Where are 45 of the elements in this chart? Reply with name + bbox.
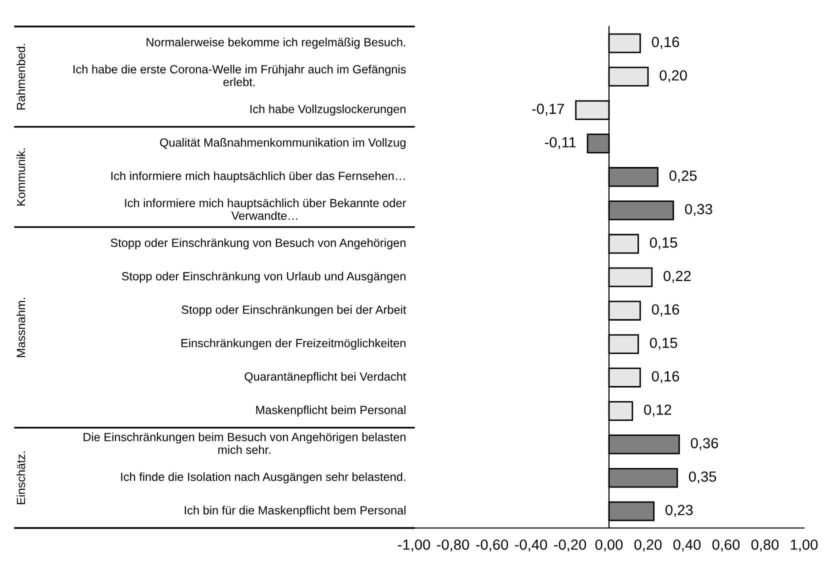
x-tick-label: -0,20 <box>554 539 586 552</box>
x-tick-label: 0,40 <box>673 539 701 552</box>
y-tick-label: Die Einschränkungen beim Besuch von Angehörigen belasten mich sehr. <box>84 432 406 454</box>
data-label: 0,25 <box>669 170 697 183</box>
x-tick-label: 0,80 <box>751 539 779 552</box>
y-tick-label: Ich habe die erste Corona-Welle im Frühjahr auch im Gefängnis erlebt. <box>74 64 406 86</box>
data-label: 0,16 <box>652 371 680 384</box>
x-tick-label: 1,00 <box>790 539 818 552</box>
y-tick-label: Ich finde die Isolation nach Ausgängen sehr belastend. <box>121 472 406 484</box>
y-tick-label: Stopp oder Einschränkung von Urlaub und Ausgängen <box>122 272 406 283</box>
text: Rahmenbed. <box>16 44 26 110</box>
y-tick-label: Stopp oder Einschränkungen bei der Arbeit <box>182 305 406 316</box>
y-tick-label: Qualität Maßnahmenkommunikation im Vollzug <box>160 138 406 150</box>
y-tick-label: Ich bin für die Maskenpflicht bem Personal <box>184 506 406 517</box>
data-label: 0,20 <box>660 70 687 82</box>
y-tick-label: Maskenpflicht beim Personal <box>256 405 406 416</box>
x-tick-label: 0,20 <box>634 539 662 552</box>
data-label: 0,15 <box>650 237 678 250</box>
y-tick-label: Quarantänepflicht bei Verdacht <box>244 372 406 384</box>
data-label: -0,11 <box>544 137 576 150</box>
x-tick-label: 0,60 <box>712 539 740 552</box>
x-tick-label: -0,60 <box>476 539 508 552</box>
data-label: 0,16 <box>652 36 680 49</box>
text: Massnahm. <box>16 298 26 357</box>
text: Kommunik. <box>16 148 26 206</box>
data-label: 0,12 <box>644 404 672 417</box>
y-tick-label: Ich habe Vollzugslockerungen <box>250 104 406 116</box>
y-tick-label: Normalerweise bekomme ich regelmäßig Besuch. <box>146 38 406 49</box>
x-tick-label: 0,00 <box>595 539 623 552</box>
x-tick-label: -0,80 <box>437 539 470 552</box>
data-label: 0,33 <box>685 204 712 216</box>
text: Einschätz. <box>16 452 26 504</box>
y-tick-label: Stopp oder Einschränkung von Besuch von Angehörigen <box>110 238 406 250</box>
y-tick-label: Einschränkungen der Freizeitmöglichkeiten <box>181 338 406 350</box>
data-label: 0,16 <box>652 304 680 316</box>
data-label: 0,22 <box>664 270 691 283</box>
data-label: -0,17 <box>532 104 564 116</box>
data-label: 0,36 <box>690 438 718 450</box>
data-label: 0,15 <box>650 338 678 350</box>
data-label: 0,23 <box>666 504 693 517</box>
y-tick-label: Ich informiere mich hauptsächlich über das Fernsehen… <box>111 171 405 182</box>
y-tick-label: Ich informiere mich hauptsächlich über Bekannte oder Verwandte… <box>125 198 406 220</box>
x-tick-label: -0,40 <box>515 539 548 552</box>
x-tick-label: -1,00 <box>398 539 430 552</box>
data-label: 0,35 <box>688 471 716 484</box>
